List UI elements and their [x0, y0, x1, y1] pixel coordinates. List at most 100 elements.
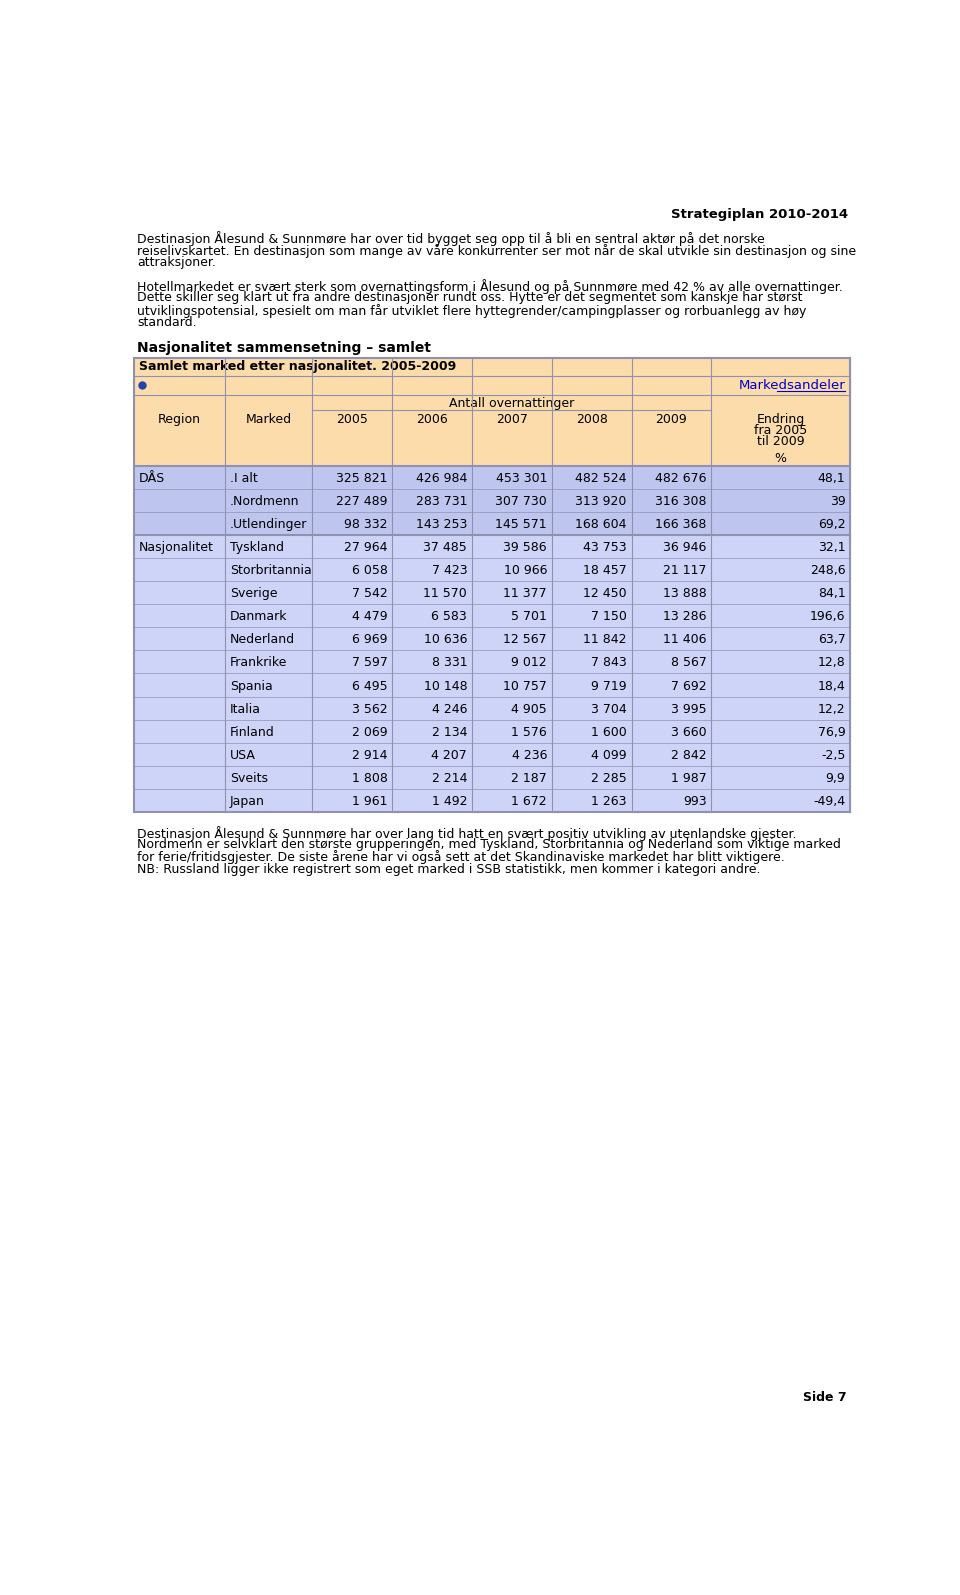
Text: Dette skiller seg klart ut fra andre destinasjoner rundt oss. Hytte er det segme: Dette skiller seg klart ut fra andre des… — [137, 292, 803, 305]
Text: 32,1: 32,1 — [818, 541, 846, 553]
Text: Sverige: Sverige — [230, 587, 277, 600]
Text: 1 961: 1 961 — [352, 794, 388, 809]
Text: til 2009: til 2009 — [756, 435, 804, 448]
Text: 12 567: 12 567 — [503, 633, 547, 646]
Text: 7 150: 7 150 — [591, 611, 627, 624]
Text: .Utlendinger: .Utlendinger — [230, 518, 307, 531]
Text: Nordmenn er selvklart den største grupperingen, med Tyskland, Storbritannia og N: Nordmenn er selvklart den største gruppe… — [137, 839, 841, 852]
Text: 4 207: 4 207 — [431, 750, 468, 762]
Text: for ferie/fritidsgjester. De siste årene har vi også sett at det Skandinaviske m: for ferie/fritidsgjester. De siste årene… — [137, 850, 784, 864]
Text: 2 069: 2 069 — [351, 726, 388, 738]
Text: 482 524: 482 524 — [575, 472, 627, 485]
Text: 43 753: 43 753 — [584, 541, 627, 553]
Text: Markedsandeler: Markedsandeler — [738, 380, 846, 392]
Text: 98 332: 98 332 — [344, 518, 388, 531]
Text: 1 576: 1 576 — [512, 726, 547, 738]
Bar — [134, 357, 850, 812]
Text: 48,1: 48,1 — [818, 472, 846, 485]
Text: 143 253: 143 253 — [416, 518, 468, 531]
Text: 69,2: 69,2 — [818, 518, 846, 531]
Text: 5 701: 5 701 — [511, 611, 547, 624]
Text: Sveits: Sveits — [230, 772, 268, 785]
Text: 7 542: 7 542 — [351, 587, 388, 600]
Text: Destinasjon Ålesund & Sunnmøre har over tid bygget seg opp til å bli en sentral : Destinasjon Ålesund & Sunnmøre har over … — [137, 231, 765, 246]
Text: Samlet marked etter nasjonalitet. 2005-2009: Samlet marked etter nasjonalitet. 2005-2… — [138, 360, 456, 373]
Text: fra 2005: fra 2005 — [754, 424, 807, 437]
Text: 6 583: 6 583 — [431, 611, 468, 624]
Text: standard.: standard. — [137, 316, 197, 329]
Text: 166 368: 166 368 — [656, 518, 707, 531]
Bar — [134, 673, 850, 697]
Text: 63,7: 63,7 — [818, 633, 846, 646]
Text: 11 842: 11 842 — [584, 633, 627, 646]
Text: %: % — [775, 453, 786, 466]
Text: 4 479: 4 479 — [351, 611, 388, 624]
Bar — [134, 466, 850, 488]
Text: 10 757: 10 757 — [503, 679, 547, 692]
Bar — [134, 488, 850, 512]
Text: 2 285: 2 285 — [591, 772, 627, 785]
Text: 3 660: 3 660 — [671, 726, 707, 738]
Text: 9,9: 9,9 — [826, 772, 846, 785]
Text: 4 099: 4 099 — [591, 750, 627, 762]
Text: 1 672: 1 672 — [512, 794, 547, 809]
Text: Marked: Marked — [246, 413, 292, 426]
Text: 325 821: 325 821 — [336, 472, 388, 485]
Text: Nasjonalitet: Nasjonalitet — [138, 541, 213, 553]
Text: 10 148: 10 148 — [423, 679, 468, 692]
Text: 426 984: 426 984 — [416, 472, 468, 485]
Text: 11 377: 11 377 — [503, 587, 547, 600]
Text: 7 597: 7 597 — [351, 657, 388, 670]
Text: 18,4: 18,4 — [818, 679, 846, 692]
Text: 2008: 2008 — [576, 413, 608, 426]
Text: Strategiplan 2010-2014: Strategiplan 2010-2014 — [671, 209, 849, 222]
Text: Nederland: Nederland — [230, 633, 295, 646]
Text: DÅS: DÅS — [138, 472, 165, 485]
Text: Italia: Italia — [230, 703, 261, 716]
Text: -2,5: -2,5 — [821, 750, 846, 762]
Text: 11 406: 11 406 — [663, 633, 707, 646]
Text: 6 969: 6 969 — [352, 633, 388, 646]
Text: 1 987: 1 987 — [671, 772, 707, 785]
Text: -49,4: -49,4 — [813, 794, 846, 809]
Text: 10 636: 10 636 — [423, 633, 468, 646]
Text: 37 485: 37 485 — [423, 541, 468, 553]
Text: 21 117: 21 117 — [663, 565, 707, 577]
Text: 2 134: 2 134 — [432, 726, 468, 738]
Text: 8 567: 8 567 — [671, 657, 707, 670]
Text: 76,9: 76,9 — [818, 726, 846, 738]
Text: 482 676: 482 676 — [655, 472, 707, 485]
Text: 1 808: 1 808 — [351, 772, 388, 785]
Bar — [134, 743, 850, 766]
Text: 84,1: 84,1 — [818, 587, 846, 600]
Text: Side 7: Side 7 — [804, 1391, 847, 1404]
Text: 307 730: 307 730 — [495, 494, 547, 507]
Bar — [134, 605, 850, 627]
Bar — [134, 719, 850, 743]
Text: 6 058: 6 058 — [351, 565, 388, 577]
Text: 2005: 2005 — [336, 413, 368, 426]
Text: utviklingspotensial, spesielt om man får utviklet flere hyttegrender/campingplas: utviklingspotensial, spesielt om man får… — [137, 303, 806, 317]
Text: Frankrike: Frankrike — [230, 657, 287, 670]
Text: Spania: Spania — [230, 679, 273, 692]
Text: 2006: 2006 — [416, 413, 447, 426]
Bar — [134, 766, 850, 790]
Text: 12 450: 12 450 — [584, 587, 627, 600]
Text: 12,2: 12,2 — [818, 703, 846, 716]
Text: .I alt: .I alt — [230, 472, 258, 485]
Text: 18 457: 18 457 — [583, 565, 627, 577]
Text: 993: 993 — [684, 794, 707, 809]
Text: Endring: Endring — [756, 413, 804, 426]
Text: Destinasjon Ålesund & Sunnmøre har over lang tid hatt en svært positiv utvikling: Destinasjon Ålesund & Sunnmøre har over … — [137, 826, 797, 841]
Text: Antall overnattinger: Antall overnattinger — [449, 397, 574, 410]
Text: 9 719: 9 719 — [591, 679, 627, 692]
Text: 7 843: 7 843 — [591, 657, 627, 670]
Text: 27 964: 27 964 — [344, 541, 388, 553]
Text: Danmark: Danmark — [230, 611, 288, 624]
Bar — [134, 697, 850, 719]
Bar — [134, 534, 850, 558]
Text: 1 263: 1 263 — [591, 794, 627, 809]
Text: 9 012: 9 012 — [512, 657, 547, 670]
Text: 13 888: 13 888 — [663, 587, 707, 600]
Text: 36 946: 36 946 — [663, 541, 707, 553]
